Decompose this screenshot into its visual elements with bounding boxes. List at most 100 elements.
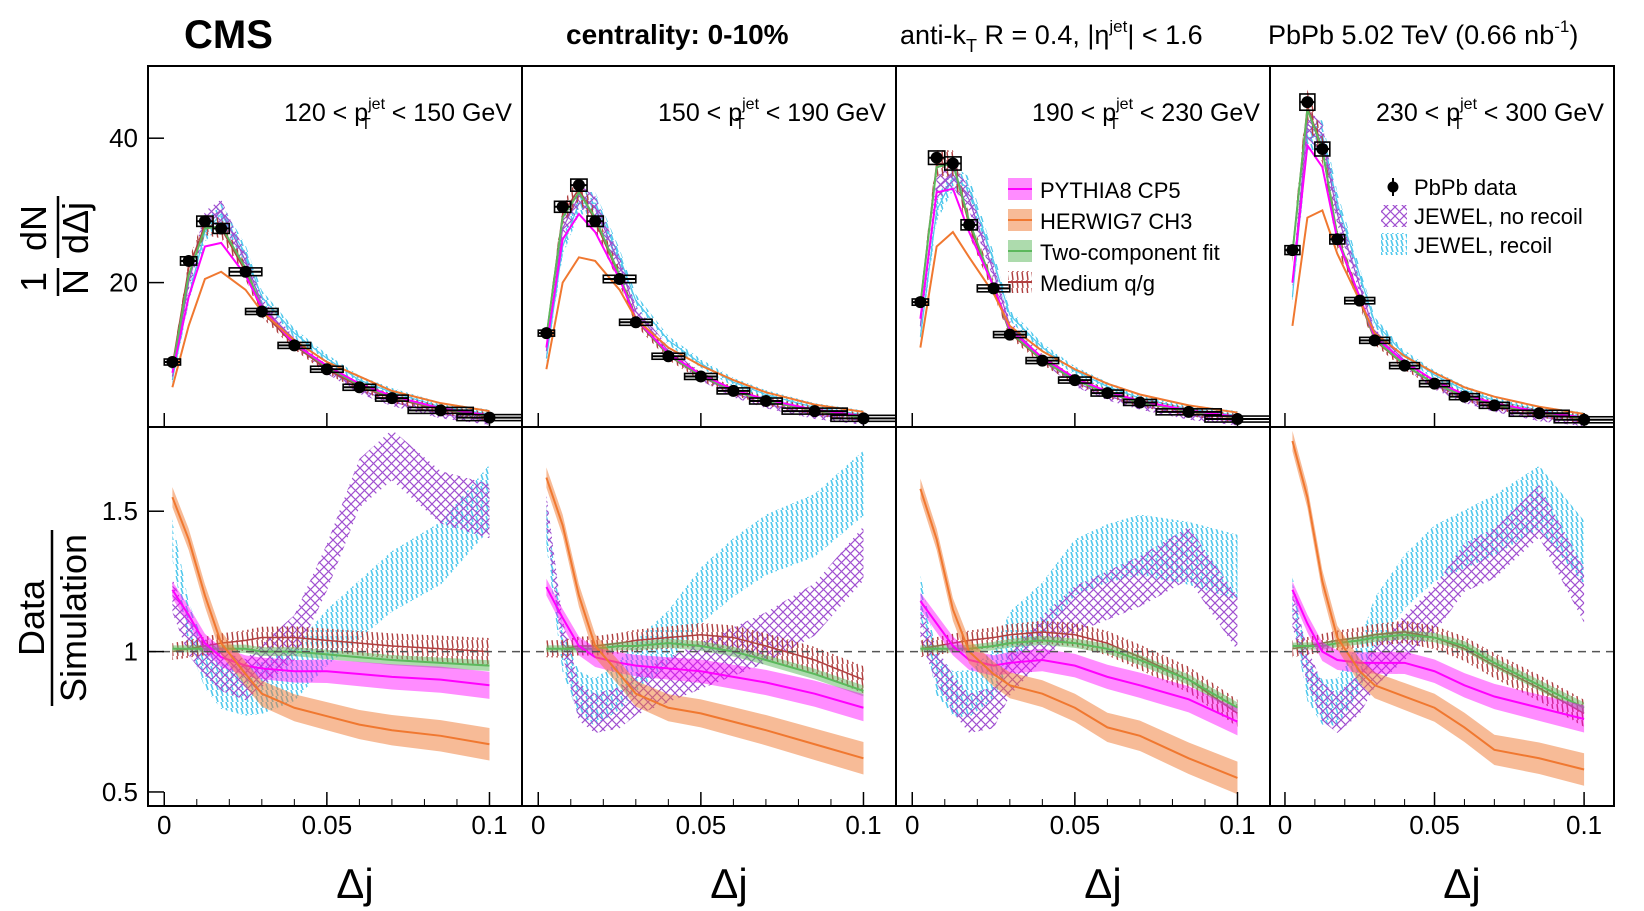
x-tick-label: 0.1 [471, 810, 507, 840]
ratio-line-pythia8-cp5 [545, 586, 864, 709]
data-point [1090, 387, 1125, 400]
data-point [651, 350, 686, 363]
legend-left: PYTHIA8 CP5 HERWIG7 CH3 Two-component fi… [1008, 178, 1220, 296]
data-point [407, 404, 475, 417]
panel-1: 0 0.05 0.1 Δj 120 < pjet T < 150 GeV 20 40 0.5 1 1… [102, 65, 523, 907]
data-point [195, 215, 214, 228]
ratio-line-herwig7-ch3 [545, 477, 864, 760]
ratio-line-pythia8-cp5 [1291, 589, 1585, 720]
panel-pt-label: 190 < pjet T < 230 GeV [1032, 96, 1260, 133]
data-point [179, 254, 198, 267]
panel-pt-label: 230 < pjet T < 300 GeV [1376, 96, 1604, 133]
ratio-band-pythia8-cp5 [1292, 581, 1585, 733]
x-axis-label: Δj [1084, 860, 1121, 907]
ratio-band-jewel-recoil [546, 450, 864, 726]
data-point [1448, 390, 1481, 403]
ratio-line-pythia8-cp5 [919, 600, 1238, 723]
legend-jewel-no-recoil: JEWEL, no recoil [1414, 204, 1583, 229]
experiment-label: CMS [184, 13, 273, 57]
jet-algorithm-label: anti-kT R = 0.4, |ηjet| < 1.6 [900, 17, 1203, 56]
ratio-line-two-component-fit [920, 639, 1238, 709]
top-line-pythia8-cp5 [545, 212, 864, 418]
top-line-medium-q-g [171, 223, 490, 418]
data-point [1329, 233, 1346, 246]
panel-3: 0 0.05 0.1 Δj 190 < pjet T < 230 GeV [895, 65, 1271, 907]
svg-text:1: 1 [13, 272, 54, 292]
top-band-jewel-recoil [1292, 119, 1585, 422]
data-point [228, 265, 263, 278]
x-tick-label: 0.1 [1219, 810, 1255, 840]
data-point [683, 370, 718, 383]
data-point [976, 282, 1011, 295]
ratio-line-herwig7-ch3 [919, 488, 1238, 779]
ratio-line-pythia8-cp5 [171, 589, 490, 687]
panel-4: 0 0.05 0.1 Δj 230 < pjet T < 300 GeV [1269, 65, 1615, 907]
top-line-jewel-no-recoil [171, 209, 490, 422]
data-point [309, 363, 344, 376]
legend-medium-qg: Medium q/g [1040, 271, 1155, 296]
x-tick-label: 0 [157, 810, 171, 840]
top-line-medium-q-g [1291, 105, 1585, 420]
data-point [1314, 141, 1331, 157]
svg-text:Simulation: Simulation [53, 534, 94, 702]
legend-pythia: PYTHIA8 CP5 [1040, 178, 1181, 203]
data-point [1418, 377, 1451, 390]
data-point [277, 339, 312, 352]
svg-text:Data: Data [11, 579, 52, 656]
svg-text:dΔj: dΔj [55, 202, 96, 254]
x-tick-label: 0.1 [1566, 810, 1602, 840]
ratio-band-pythia8-cp5 [546, 578, 864, 722]
data-point [212, 222, 231, 235]
x-axis-label: Δj [336, 860, 373, 907]
data-point [569, 178, 588, 192]
data-point [374, 392, 409, 405]
data-point [618, 316, 653, 329]
legend-jewel-recoil: JEWEL, recoil [1414, 233, 1552, 258]
ratio-line-herwig7-ch3 [1291, 440, 1585, 771]
top-line-pythia8-cp5 [171, 241, 490, 417]
ratio-band-jewel-no-recoil [172, 429, 490, 701]
ratio-band-medium-q-g [546, 623, 864, 694]
data-point [342, 381, 377, 394]
data-point [1025, 354, 1060, 367]
x-tick-label: 0 [905, 810, 919, 840]
legend-data: PbPb data [1414, 175, 1518, 200]
ratio-band-herwig7-ch3 [920, 478, 1238, 795]
ratio-line-herwig7-ch3 [171, 496, 490, 746]
data-point [1299, 93, 1316, 112]
top-band-medium-q-g [546, 176, 864, 422]
bottom-y-tick-label: 1.5 [102, 496, 138, 526]
ratio-band-jewel-no-recoil [546, 494, 864, 734]
top-y-tick-label: 20 [109, 268, 138, 298]
svg-text:dN: dN [13, 205, 54, 251]
data-point [1478, 399, 1511, 412]
data-point [1388, 359, 1421, 372]
x-axis-label: Δj [710, 860, 747, 907]
ratio-band-pythia8-cp5 [920, 592, 1238, 736]
x-tick-label: 0.05 [302, 810, 353, 840]
data-point [553, 200, 572, 214]
data-point [163, 356, 182, 369]
top-band-jewel-recoil [920, 165, 1238, 420]
ratio-band-jewel-recoil [172, 464, 490, 716]
data-point [1057, 374, 1092, 387]
top-line-two-component-fit [171, 225, 490, 418]
top-band-medium-q-g [172, 214, 490, 422]
svg-text:N: N [55, 269, 96, 295]
data-point [1155, 405, 1223, 418]
collision-system-label: PbPb 5.02 TeV (0.66 nb-1) [1268, 17, 1578, 50]
x-tick-label: 0.1 [845, 810, 881, 840]
x-tick-label: 0 [1278, 810, 1292, 840]
ratio-frame [1269, 426, 1615, 807]
data-point [1343, 294, 1376, 307]
panel-2: 0 0.05 0.1 Δj 150 < pjet T < 190 GeV [521, 65, 897, 907]
x-axis-label: Δj [1443, 860, 1480, 907]
panel-pt-label: 150 < pjet T < 190 GeV [658, 96, 886, 133]
ratio-band-herwig7-ch3 [1292, 430, 1585, 786]
x-tick-label: 0.05 [1409, 810, 1460, 840]
data-point [1358, 334, 1391, 347]
data-point [943, 156, 962, 171]
data-point [586, 215, 605, 228]
data-point [602, 272, 637, 285]
